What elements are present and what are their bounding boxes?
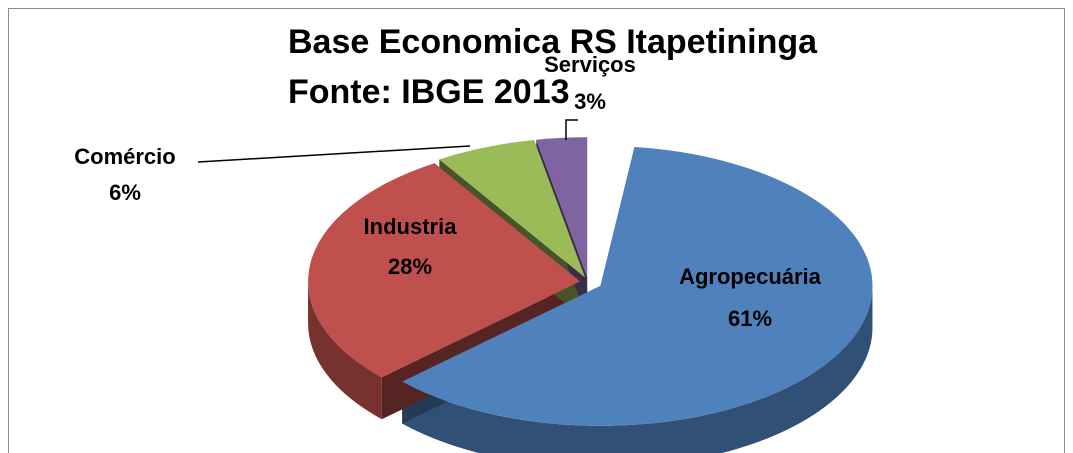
- labels: Agropecuária 61% Industria 28% Comércio 6% Ser…: [74, 52, 821, 331]
- chart-title: Base Economica RS Itapetininga: [288, 23, 818, 61]
- slice-value-label: 28%: [388, 254, 432, 279]
- slice-value-label: 3%: [574, 89, 606, 114]
- slice: [308, 163, 581, 378]
- slice-side: [402, 285, 873, 453]
- slice-label: Serviços: [544, 52, 636, 77]
- slice-value-label: 61%: [728, 306, 772, 331]
- slice-label: Comércio: [74, 144, 175, 169]
- slice-side: [308, 281, 382, 420]
- leader-line: [565, 119, 578, 140]
- slice: [439, 140, 586, 278]
- pie: [308, 137, 873, 453]
- leader-line: [197, 145, 471, 163]
- slice-label: Agropecuária: [679, 264, 822, 289]
- slice-value-label: 6%: [109, 180, 141, 205]
- chart-subtitle: Fonte: IBGE 2013: [288, 73, 570, 111]
- slice: [402, 146, 873, 426]
- slice: [536, 137, 588, 278]
- slice-label: Industria: [364, 214, 458, 239]
